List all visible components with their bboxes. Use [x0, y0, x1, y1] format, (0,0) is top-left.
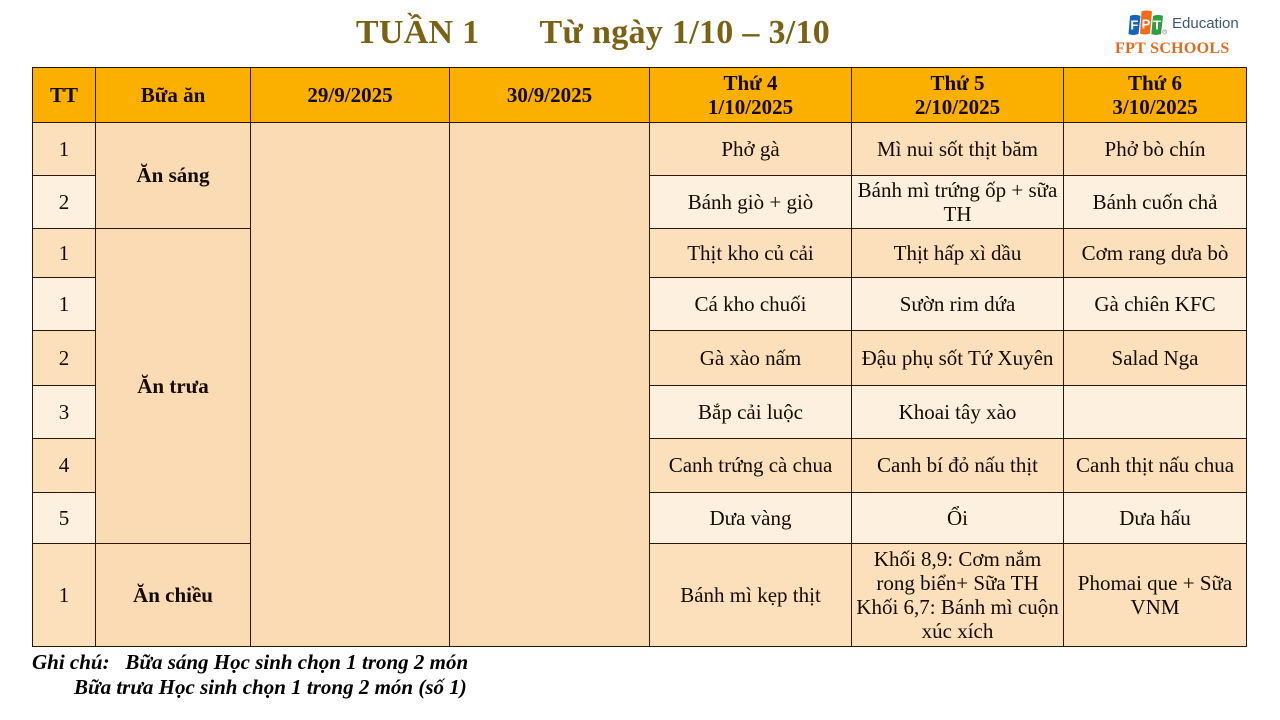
- svg-text:T: T: [1153, 18, 1161, 33]
- svg-text:P: P: [1142, 17, 1151, 32]
- svg-text:F: F: [1130, 18, 1138, 33]
